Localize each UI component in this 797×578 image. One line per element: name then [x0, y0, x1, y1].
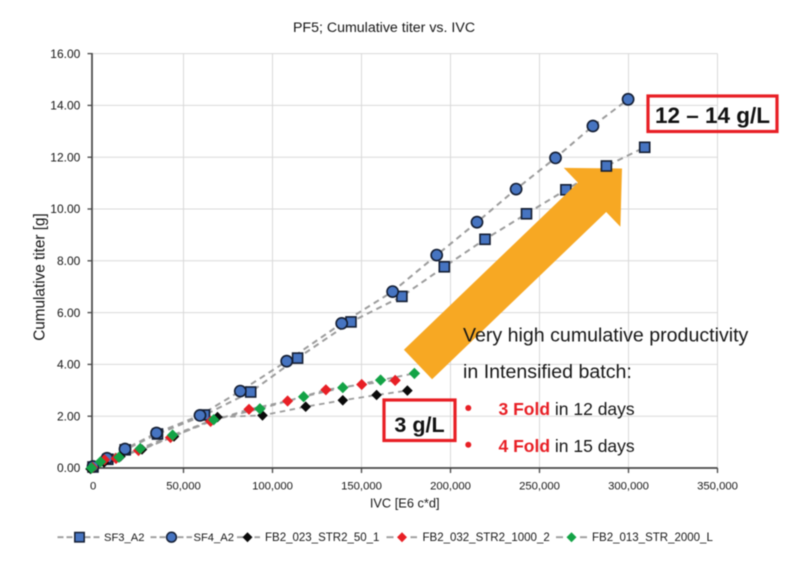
- svg-text:6.00: 6.00: [57, 306, 81, 320]
- svg-text:SF3_A2: SF3_A2: [104, 532, 144, 544]
- svg-text:250,000: 250,000: [519, 481, 560, 493]
- svg-text:14.00: 14.00: [50, 99, 80, 113]
- svg-text:in Intensified batch:: in Intensified batch:: [463, 361, 632, 383]
- svg-text:300,000: 300,000: [608, 481, 649, 493]
- svg-text:50,000: 50,000: [166, 481, 201, 493]
- svg-text:Cumulative titer [g]: Cumulative titer [g]: [32, 213, 49, 341]
- svg-text:10.00: 10.00: [50, 202, 80, 216]
- svg-text:150,000: 150,000: [341, 481, 382, 493]
- svg-text:3 Fold in 12 days: 3 Fold in 12 days: [499, 399, 635, 419]
- svg-text:350,000: 350,000: [697, 481, 738, 493]
- svg-text:IVC [E6 c*d]: IVC [E6 c*d]: [370, 496, 440, 511]
- svg-text:FB2_023_STR2_50_1: FB2_023_STR2_50_1: [265, 532, 379, 544]
- svg-text:PF5; Cumulative titer vs. IVC: PF5; Cumulative titer vs. IVC: [293, 20, 475, 36]
- svg-text:Very high cumulative productiv: Very high cumulative productivity: [463, 325, 749, 347]
- svg-text:SF4_A2: SF4_A2: [194, 532, 234, 544]
- svg-text:FB2_013_STR_2000_L: FB2_013_STR_2000_L: [592, 532, 713, 544]
- svg-text:2.00: 2.00: [57, 409, 81, 423]
- svg-text:4 Fold in 15 days: 4 Fold in 15 days: [499, 436, 635, 456]
- svg-text:12 – 14 g/L: 12 – 14 g/L: [655, 103, 770, 128]
- svg-text:12.00: 12.00: [50, 150, 80, 164]
- svg-text:4.00: 4.00: [57, 358, 81, 372]
- svg-text:100,000: 100,000: [252, 481, 293, 493]
- svg-text:0: 0: [90, 481, 96, 493]
- svg-text:0.00: 0.00: [57, 461, 81, 475]
- svg-text:8.00: 8.00: [57, 254, 81, 268]
- svg-text:200,000: 200,000: [430, 481, 471, 493]
- svg-text:FB2_032_STR2_1000_2: FB2_032_STR2_1000_2: [423, 532, 550, 544]
- svg-text:3 g/L: 3 g/L: [394, 413, 444, 437]
- svg-text:16.00: 16.00: [50, 47, 80, 61]
